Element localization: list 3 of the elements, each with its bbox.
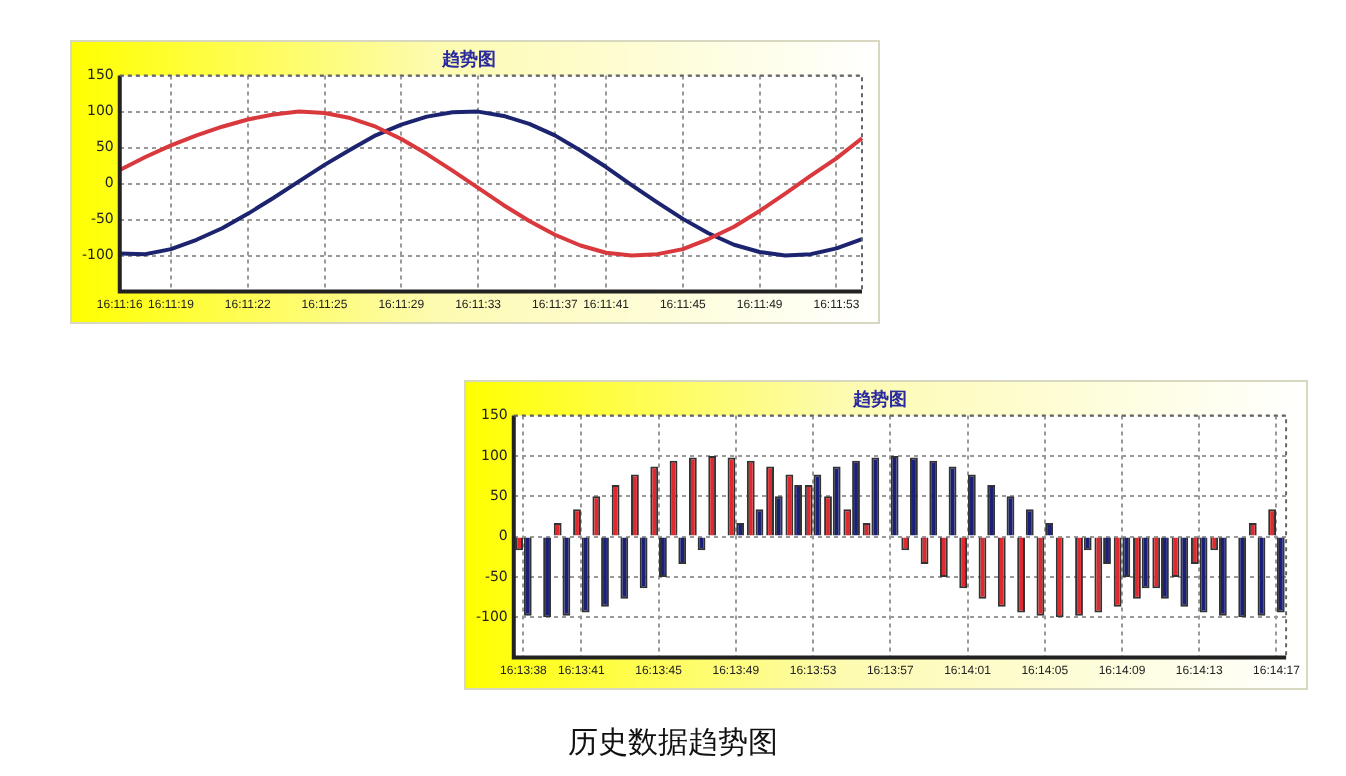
text: 历史数据趋势图	[566, 724, 780, 762]
chart-title: 趋势图	[440, 49, 496, 72]
chart-title: 趋势图	[851, 389, 907, 412]
